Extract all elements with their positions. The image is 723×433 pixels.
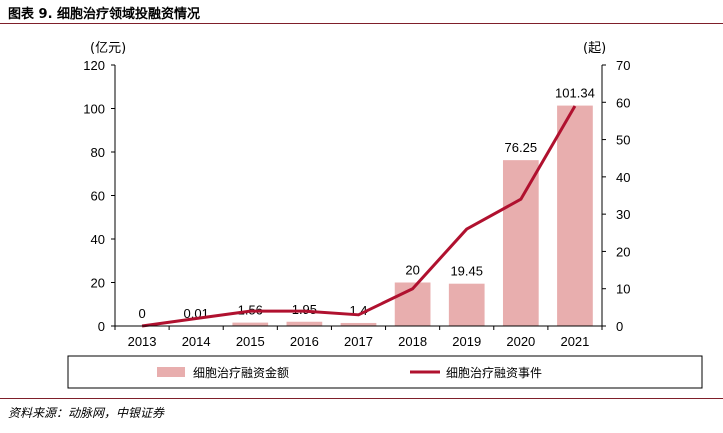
left-axis-ticks: 0 20 40 60 80 100 120 — [83, 58, 115, 334]
axes — [114, 65, 603, 327]
x-tick-label: 2013 — [128, 334, 157, 349]
left-tick-label: 120 — [83, 58, 105, 73]
bar-data-label: 1.95 — [292, 302, 317, 317]
left-axis-unit: (亿元) — [90, 41, 126, 56]
x-tick-label: 2017 — [344, 334, 373, 349]
left-tick-label: 0 — [98, 319, 105, 334]
right-tick-label: 0 — [616, 319, 623, 334]
left-tick-label: 40 — [91, 232, 105, 247]
legend-box — [67, 355, 703, 389]
bar-series — [178, 105, 593, 326]
bar-2015 — [232, 322, 269, 326]
x-tick-label: 2015 — [236, 334, 265, 349]
legend-swatch-bar — [157, 367, 185, 377]
bar-data-label: 20 — [405, 263, 419, 278]
x-axis-ticks: 2013 2014 2015 2016 2017 2018 2019 2020 2021 — [114, 326, 603, 349]
x-tick-label: 2018 — [398, 334, 427, 349]
bar-data-label: 0 — [138, 306, 145, 321]
right-tick-label: 40 — [616, 170, 630, 185]
source-rule — [0, 398, 723, 399]
bar-data-label: 76.25 — [505, 140, 538, 155]
source-note: 资料来源：动脉网，中银证券 — [8, 406, 165, 420]
x-tick-label: 2021 — [560, 334, 589, 349]
right-axis-ticks: 0 10 20 30 40 50 60 70 — [602, 58, 630, 334]
left-tick-label: 100 — [83, 102, 105, 117]
legend-label-bar: 细胞治疗融资金额 — [193, 365, 289, 380]
bar-2020 — [502, 160, 539, 326]
bar-data-label: 101.34 — [555, 86, 595, 101]
bar-data-label: 19.45 — [450, 264, 483, 279]
right-tick-label: 20 — [616, 244, 630, 259]
x-tick-label: 2016 — [290, 334, 319, 349]
figure-title: 图表 9. 细胞治疗领域投融资情况 — [8, 7, 201, 22]
right-tick-label: 50 — [616, 133, 630, 148]
x-tick-label: 2019 — [452, 334, 481, 349]
legend-label-line: 细胞治疗融资事件 — [446, 366, 542, 380]
right-tick-label: 10 — [616, 282, 630, 297]
left-tick-label: 20 — [91, 276, 105, 291]
right-tick-label: 30 — [616, 207, 630, 222]
left-tick-label: 80 — [91, 145, 105, 160]
right-tick-label: 70 — [616, 58, 630, 73]
legend: 细胞治疗融资金额 细胞治疗融资事件 — [67, 355, 703, 389]
right-axis-unit: (起) — [583, 41, 606, 56]
bar-2017 — [340, 322, 377, 326]
x-tick-label: 2014 — [182, 334, 211, 349]
x-tick-label: 2020 — [506, 334, 535, 349]
left-tick-label: 60 — [91, 189, 105, 204]
right-tick-label: 60 — [616, 95, 630, 110]
bar-2021 — [557, 105, 593, 326]
title-rule — [0, 23, 723, 24]
bar-2016 — [286, 321, 323, 326]
bar-2019 — [448, 283, 485, 326]
chart: 0 20 40 60 80 100 120 0 10 20 30 40 50 60 70 2013 2014… — [67, 41, 703, 389]
